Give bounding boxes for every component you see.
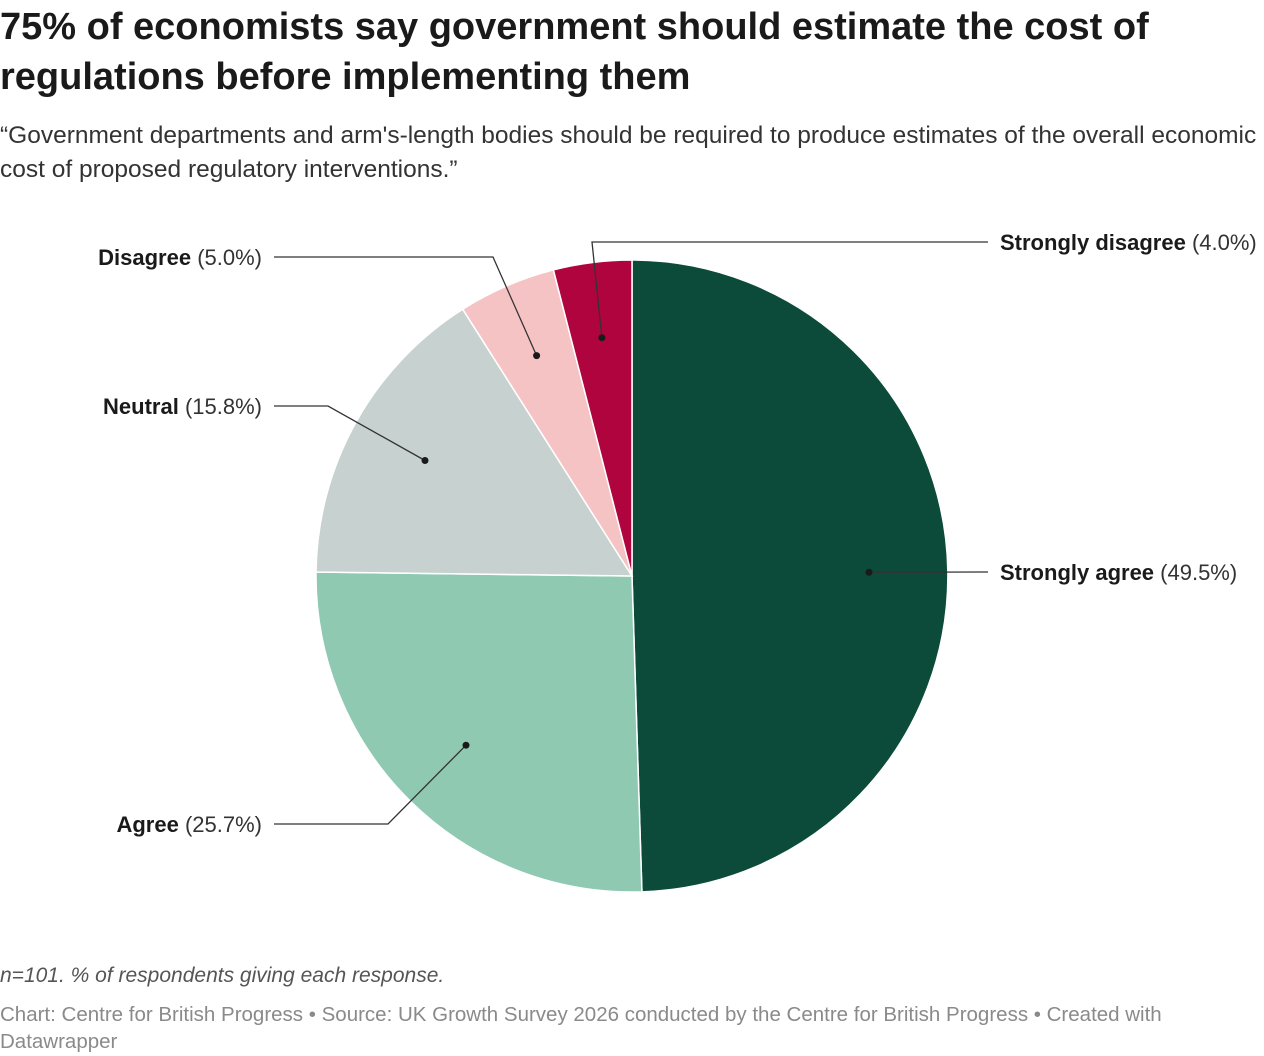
slice-value-label: (4.0%) (1186, 230, 1257, 255)
slice-labels: Strongly agree (49.5%) Agree (25.7%) Neutr… (98, 230, 1257, 837)
slice-category-label: Disagree (98, 245, 191, 270)
pie-slice-strongly-disagree (552, 259, 633, 577)
pie-slices (315, 259, 949, 893)
slice-label-strongly-agree: Strongly agree (49.5%) (1000, 560, 1237, 585)
leader-dot-strongly-agree (865, 568, 873, 576)
leader-line-disagree (274, 256, 538, 356)
slice-label-strongly-disagree: Strongly disagree (4.0%) (1000, 230, 1257, 255)
slice-label-agree: Agree (25.7%) (116, 812, 262, 837)
pie-slice-strongly-agree (631, 259, 949, 893)
slice-category-label: Strongly disagree (1000, 230, 1186, 255)
slice-category-label: Agree (116, 812, 178, 837)
slice-value-label: (49.5%) (1154, 560, 1237, 585)
slice-label-neutral: Neutral (15.8%) (103, 394, 262, 419)
slice-label-disagree: Disagree (5.0%) (98, 245, 262, 270)
chart-title: 75% of economists say government should … (0, 6, 1149, 98)
leader-dot-disagree (533, 352, 541, 360)
leader-line-strongly-disagree (591, 241, 988, 338)
leader-line-agree (274, 744, 467, 825)
chart-subtitle: “Government departments and arm's-length… (0, 122, 1257, 183)
leader-dot-neutral (421, 457, 429, 464)
pie-slice-agree (315, 571, 643, 893)
leader-line-neutral (274, 405, 426, 462)
leader-dot-strongly-disagree (598, 334, 606, 342)
leader-dot-agree (462, 741, 470, 749)
slice-category-label: Neutral (103, 394, 179, 419)
slice-value-label: (5.0%) (191, 245, 262, 270)
slice-value-label: (15.8%) (179, 394, 262, 419)
label-leader-lines (274, 241, 988, 825)
chart-note: n=101. % of respondents giving each resp… (0, 964, 445, 987)
slice-value-label: (25.7%) (179, 812, 262, 837)
slice-category-label: Strongly agree (1000, 560, 1154, 585)
chart-source: Chart: Centre for British Progress • Sou… (0, 1003, 1162, 1053)
